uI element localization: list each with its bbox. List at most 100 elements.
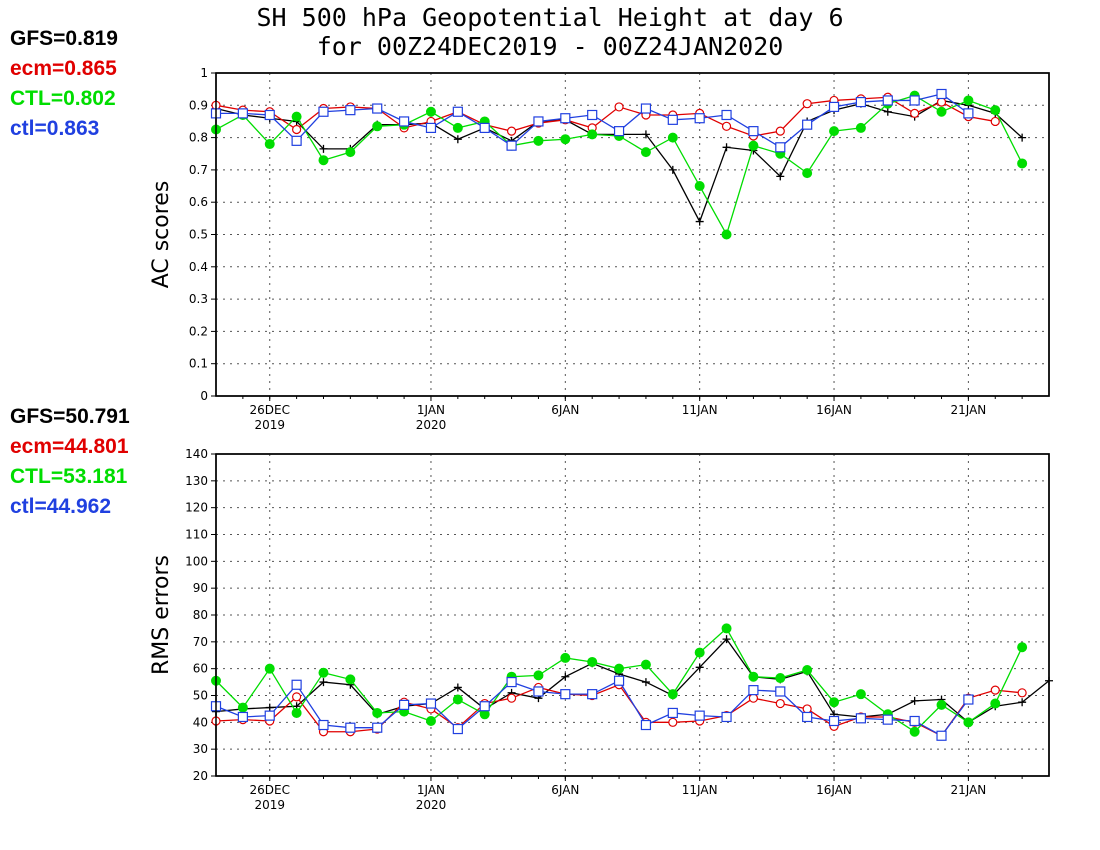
- ac-ytick-label: 0: [200, 389, 208, 403]
- ac-series-line-GFS: [215, 99, 1023, 224]
- ac-point-CTL: [452, 122, 463, 133]
- rms-ytick-label: 70: [193, 635, 208, 649]
- ac-point-GFS: [319, 144, 328, 153]
- ac-point-ecm: [506, 126, 517, 136]
- rms-point-ctl: [802, 711, 813, 723]
- rms-xtick-year: 2019: [254, 798, 285, 812]
- ac-point-GFS: [668, 165, 677, 174]
- ac-point-ctl: [345, 105, 356, 116]
- rms-series-line-GFS: [215, 638, 1050, 724]
- ac-point-ecm: [292, 124, 302, 135]
- rms-xtick-label: 6JAN: [551, 783, 579, 797]
- ac-point-ctl: [372, 103, 383, 114]
- ac-ytick-label: 0.4: [189, 260, 208, 274]
- ac-point-ctl: [264, 109, 275, 121]
- ac-point-ctl: [560, 113, 571, 124]
- ac-point-CTL: [855, 122, 866, 133]
- ac-point-ctl: [587, 109, 598, 121]
- ac-point-ctl: [640, 103, 652, 114]
- ac-point-GFS: [722, 143, 731, 152]
- rms-xtick-label: 1JAN: [417, 783, 445, 797]
- rms-point-CTL: [909, 726, 920, 737]
- ac-stat-2: CTL=0.802: [10, 87, 116, 110]
- ac-ytick-label: 0.1: [189, 357, 208, 371]
- rms-point-ctl: [345, 722, 356, 733]
- rms-point-ecm: [506, 693, 517, 703]
- rms-xtick-label: 26DEC: [249, 783, 289, 797]
- ac-xtick-label: 1JAN: [417, 403, 445, 417]
- ac-point-ctl: [479, 122, 490, 134]
- ac-point-ctl: [963, 108, 974, 119]
- ac-point-ctl: [237, 108, 248, 119]
- ac-point-ctl: [506, 140, 517, 151]
- rms-point-CTL: [963, 717, 974, 728]
- ac-point-CTL: [264, 139, 275, 150]
- rms-point-ctl: [855, 713, 867, 724]
- rms-point-GFS: [1018, 698, 1027, 707]
- rms-point-CTL: [721, 623, 732, 634]
- ac-point-ecm: [775, 126, 785, 136]
- rms-point-ecm: [292, 692, 302, 702]
- ac-point-ctl: [613, 126, 625, 137]
- rms-point-ctl: [533, 686, 544, 697]
- rms-ytick-label: 90: [193, 581, 208, 595]
- ac-xtick-label: 26DEC: [249, 403, 289, 417]
- rms-point-ctl: [667, 707, 678, 719]
- rms-point-GFS: [453, 683, 462, 692]
- rms-ytick-label: 40: [193, 715, 208, 729]
- ac-xtick-year: 2020: [416, 418, 447, 432]
- rms-point-ecm: [668, 717, 678, 727]
- ac-point-GFS: [641, 130, 650, 139]
- ac-point-CTL: [640, 147, 651, 158]
- rms-point-CTL: [667, 689, 678, 700]
- rms-point-ctl: [828, 715, 840, 727]
- rms-point-ctl: [963, 694, 974, 705]
- ac-point-CTL: [667, 132, 678, 143]
- rms-ytick-label: 100: [185, 554, 208, 568]
- ac-point-GFS: [776, 172, 785, 181]
- rms-y-axis-label: RMS errors: [149, 555, 174, 675]
- rms-point-ctl: [909, 715, 920, 727]
- ac-ytick-label: 0.6: [189, 195, 208, 209]
- rms-xtick-label: 11JAN: [682, 783, 718, 797]
- rms-point-CTL: [264, 663, 275, 674]
- ac-point-ctl: [291, 135, 302, 146]
- ac-point-CTL: [560, 134, 571, 145]
- rms-point-ctl: [882, 714, 893, 725]
- ac-point-ctl: [802, 119, 813, 130]
- rms-point-CTL: [345, 674, 356, 685]
- ac-xtick-label: 21JAN: [950, 403, 986, 417]
- rms-ytick-label: 110: [185, 528, 208, 542]
- rms-point-GFS: [641, 678, 650, 687]
- ac-point-CTL: [721, 229, 732, 240]
- rms-point-ctl: [506, 676, 517, 688]
- ac-score-legend: GFS=0.819 ecm=0.865 CTL=0.802 ctl=0.863: [10, 24, 118, 144]
- ac-ytick-label: 0.5: [189, 228, 208, 242]
- rms-point-GFS: [319, 678, 328, 687]
- ac-point-GFS: [453, 135, 462, 144]
- rms-ytick-label: 30: [193, 742, 208, 756]
- rms-ytick-label: 50: [193, 689, 208, 703]
- rms-point-ctl: [936, 730, 947, 741]
- ac-point-ctl: [748, 126, 759, 137]
- ac-series-line-CTL: [215, 94, 1023, 237]
- rms-point-ctl: [318, 719, 329, 731]
- rms-point-GFS: [561, 672, 570, 681]
- rms-point-CTL: [640, 659, 651, 670]
- rms-point-ctl: [264, 710, 275, 721]
- rms-point-GFS: [265, 703, 274, 712]
- rms-series-line-ecm: [215, 683, 1023, 737]
- rms-ytick-label: 80: [193, 608, 208, 622]
- rms-point-ctl: [748, 685, 759, 696]
- rms-stat-3: ctl=44.962: [10, 495, 112, 518]
- rms-point-CTL: [936, 699, 947, 710]
- rms-point-ctl: [291, 679, 302, 690]
- ac-point-CTL: [990, 105, 1001, 116]
- ac-point-GFS: [1018, 133, 1027, 142]
- ac-ytick-label: 0.7: [189, 163, 208, 177]
- ac-y-axis-label: AC scores: [149, 181, 174, 289]
- ac-point-ctl: [775, 142, 786, 153]
- rms-point-ecm: [1017, 688, 1027, 698]
- rms-point-CTL: [802, 665, 813, 676]
